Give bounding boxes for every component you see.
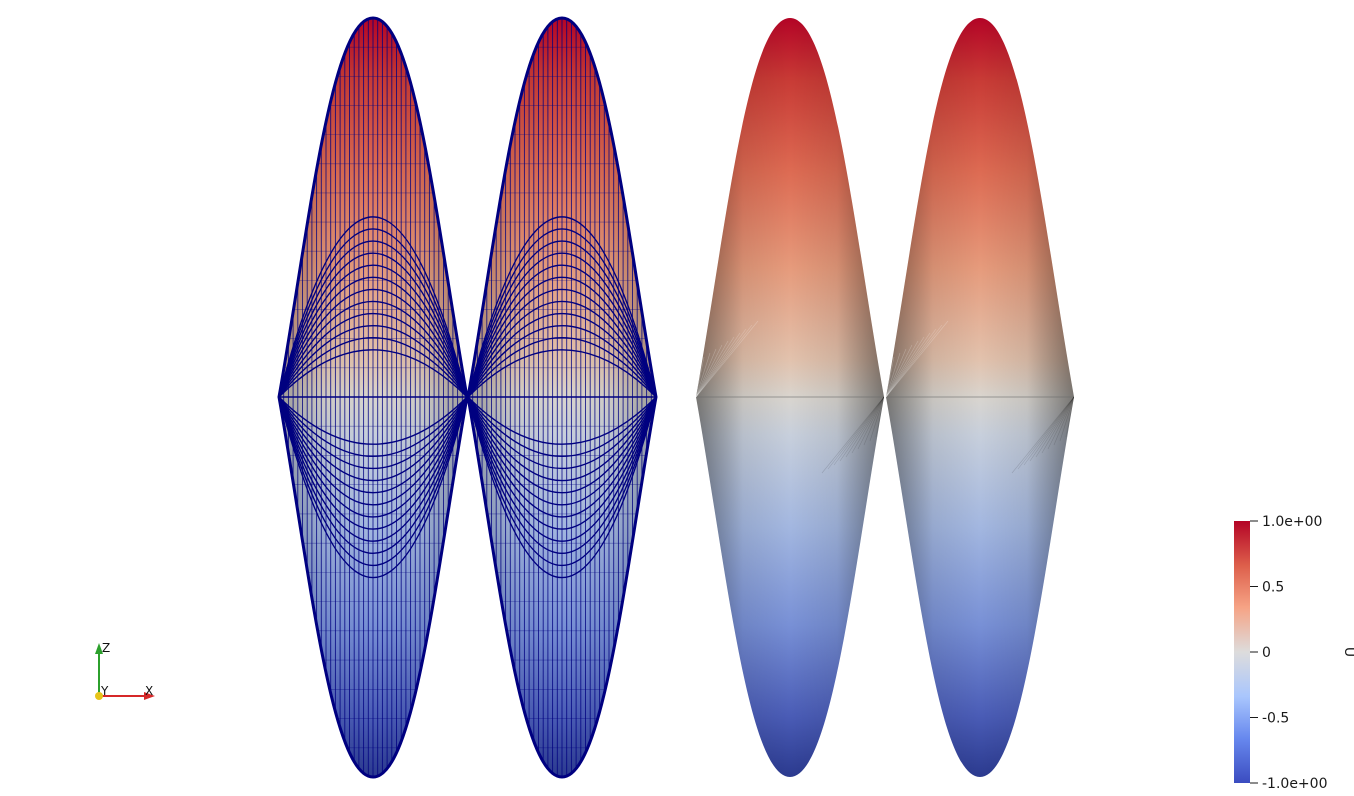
lens-object[interactable] [277,16,469,779]
z-axis-arrow-icon [95,643,103,654]
lens-object[interactable] [696,18,884,777]
color-legend[interactable]: 1.0e+00 0.5 0 -0.5 -1.0e+00 U [1234,514,1354,792]
y-axis-label: Y [100,684,109,698]
mesh-edges [279,18,467,777]
z-axis-label: Z [102,641,110,655]
x-axis-label: X [145,684,153,698]
color-legend-tick-label: 1.0e+00 [1262,514,1322,530]
mesh-scene[interactable] [277,16,1074,779]
color-legend-tick-label: -0.5 [1262,711,1289,727]
facet-shading [696,320,884,474]
lens-object[interactable] [886,18,1074,777]
facet-shading [886,320,1074,474]
color-legend-title: U [1341,647,1354,657]
x-axis-arrow-icon [144,692,155,700]
orientation-axes-widget[interactable]: Z Y X [95,641,155,700]
color-legend-tick-label: -1.0e+00 [1262,776,1327,792]
color-legend-tick-label: 0 [1262,645,1271,661]
color-legend-tick-label: 0.5 [1262,580,1284,596]
lens-outline [466,16,658,779]
y-axis-dot-icon [95,692,103,700]
color-legend-bar [1234,521,1250,783]
mesh-edges [468,18,656,777]
lens-object[interactable] [466,16,658,779]
